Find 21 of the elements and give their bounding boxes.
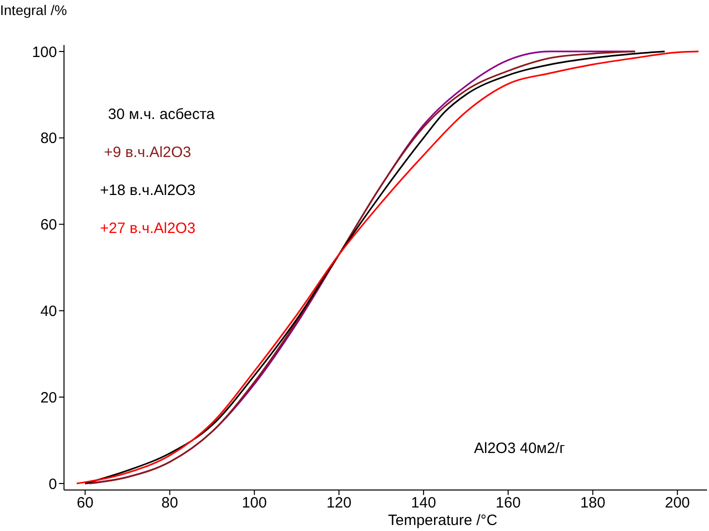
x-tick-label: 120	[326, 494, 352, 512]
x-tick-label: 180	[580, 494, 606, 512]
annotation: Al2O3 40м2/г	[474, 440, 565, 457]
y-tick-label: 40	[40, 303, 57, 320]
x-tick-label: 200	[664, 494, 690, 512]
x-tick-label: 160	[496, 494, 521, 512]
text: +9 в.ч.Al2O3	[104, 143, 192, 163]
y-tick-label: 20	[40, 389, 57, 406]
y-tick-label: 100	[32, 44, 57, 61]
legend-title: 30 м.ч. асбеста	[107, 105, 215, 125]
y-tick-label: 60	[40, 216, 57, 234]
y-tick-label: 80	[40, 130, 57, 148]
x-tick-label: 100	[242, 494, 267, 512]
x-tick-label: 60	[76, 494, 94, 512]
text: +27 в.ч.Al2O3	[100, 219, 196, 239]
y-axis-title: Integral /%	[0, 2, 67, 18]
x-tick-label: 140	[411, 494, 436, 512]
y-tick-label: 0	[48, 476, 57, 493]
text: +18 в.ч.Al2O3	[100, 181, 196, 201]
x-tick-label: 80	[161, 494, 178, 512]
x-axis-title: Temperature /°C	[388, 512, 498, 529]
